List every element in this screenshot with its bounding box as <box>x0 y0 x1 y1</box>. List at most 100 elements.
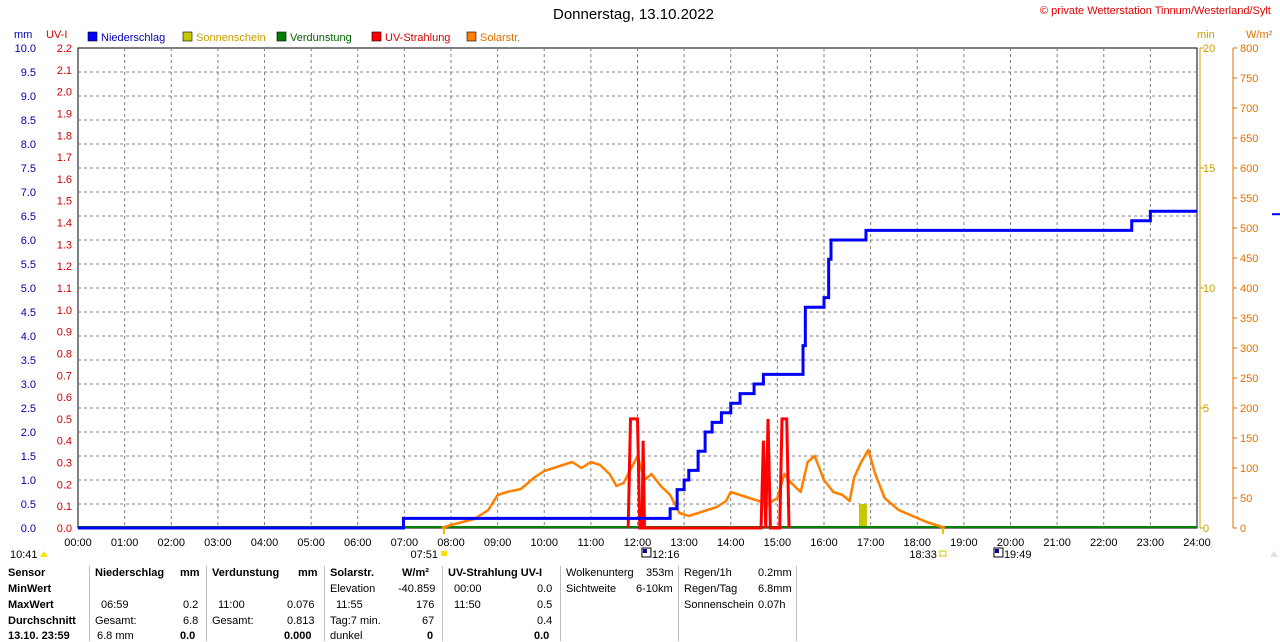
wm2-axis-label: W/m² <box>1246 29 1273 41</box>
row-label-minwert: MinWert <box>8 583 52 595</box>
mm-tick-label: 9.0 <box>21 91 36 103</box>
uv-tick-label: 2.2 <box>57 43 72 55</box>
uv-title: UV-Strahlung UV-I <box>448 567 543 579</box>
mm-tick-label: 3.5 <box>21 355 36 367</box>
wm2-tick-label: 300 <box>1240 343 1258 355</box>
row-label-durchschnitt: Durchschnitt <box>8 615 76 627</box>
mm-axis-label: mm <box>14 29 32 41</box>
verdunstung-max-time: 11:00 <box>218 599 245 611</box>
x-tick-label: 19:00 <box>950 537 978 549</box>
mm-tick-label: 0.0 <box>21 523 36 535</box>
legend-label: Solarstr. <box>480 32 520 44</box>
legend-swatch <box>371 31 382 42</box>
x-tick-label: 23:00 <box>1137 537 1165 549</box>
x-tick-label: 24:00 <box>1183 537 1211 549</box>
wm2-tick-label: 350 <box>1240 313 1258 325</box>
wm2-tick-label: 800 <box>1240 43 1258 55</box>
solar-dunkel: 0 <box>427 630 434 642</box>
uv-max: 0.5 <box>537 599 553 611</box>
verdunstung-unit: mm <box>298 567 318 579</box>
legend-label: Niederschlag <box>101 32 165 44</box>
x-tick-label: 18:00 <box>903 537 931 549</box>
min-tick-label: 10 <box>1203 283 1215 295</box>
uv-tick-label: 0.9 <box>57 327 72 339</box>
x-tick-label: 09:00 <box>484 537 512 549</box>
wm2-tick-label: 650 <box>1240 133 1258 145</box>
uv-tick-label: 0.4 <box>57 436 72 448</box>
uv-tick-label: 1.3 <box>57 239 72 251</box>
legend-label: Verdunstung <box>290 32 352 44</box>
chart-title: Donnerstag, 13.10.2022 <box>553 6 714 23</box>
x-tick-label: 12:00 <box>624 537 652 549</box>
sonnenschein-value: 0.07h <box>758 599 786 611</box>
niederschlag-last2: 0.0 <box>180 630 196 642</box>
sunset-time: 18:33 <box>909 549 937 561</box>
uv-avg: 0.4 <box>537 615 553 627</box>
uv-tick-label: 1.9 <box>57 108 72 120</box>
sonnenschein-label: Sonnenschein <box>684 599 754 611</box>
uv-tick-label: 1.6 <box>57 174 72 186</box>
mm-tick-label: 8.0 <box>21 139 36 151</box>
uv-min: 0.0 <box>537 583 553 595</box>
uv-tick-label: 0.0 <box>57 523 72 535</box>
mm-tick-label: 1.5 <box>21 451 36 463</box>
solar-elev: -40.859 <box>398 583 436 595</box>
legend-label: UV-Strahlung <box>385 32 450 44</box>
wm2-tick-label: 700 <box>1240 103 1258 115</box>
solar-dunkel-label: dunkel <box>330 630 363 642</box>
credit-text: © private Wetterstation Tinnum/Westerlan… <box>1040 5 1271 17</box>
wolken-label: Wolkenunterg <box>566 567 634 579</box>
niederschlag-unit: mm <box>180 567 200 579</box>
solar-line <box>441 448 946 530</box>
min-tick-label: 0 <box>1203 523 1209 535</box>
uv-tick-label: 1.2 <box>57 261 72 273</box>
x-tick-label: 08:00 <box>437 537 465 549</box>
regen-tag-value: 6.8mm <box>758 583 792 595</box>
niederschlag-max-time: 06:59 <box>101 599 129 611</box>
uv-tick-label: 0.8 <box>57 348 72 360</box>
mm-tick-label: 8.5 <box>21 115 36 127</box>
uv-line <box>626 417 791 530</box>
sunrise-icon <box>441 551 448 556</box>
min-axis-label: min <box>1197 29 1215 41</box>
x-tick-label: 00:00 <box>64 537 92 549</box>
uv-tick-label: 0.5 <box>57 414 72 426</box>
sunset-icon <box>939 550 947 557</box>
noon-icon-mark <box>642 549 647 553</box>
wm2-tick-label: 250 <box>1240 373 1258 385</box>
x-tick-label: 15:00 <box>764 537 792 549</box>
x-tick-label: 05:00 <box>297 537 325 549</box>
uv-tick-label: 1.8 <box>57 130 72 142</box>
sunshine-bar <box>858 504 867 528</box>
min-tick-label: 5 <box>1203 403 1209 415</box>
solar-elev-label: Elevation <box>330 583 376 595</box>
x-tick-label: 22:00 <box>1090 537 1118 549</box>
sunrise-time: 07:51 <box>410 549 438 561</box>
niederschlag-title: Niederschlag <box>95 567 165 579</box>
uv-max-time: 11:50 <box>454 599 481 611</box>
wm2-tick-label: 400 <box>1240 283 1258 295</box>
moon-icon-mark <box>994 549 999 553</box>
wm2-tick-label: 100 <box>1240 463 1258 475</box>
solar-title: Solarstr. <box>330 567 375 579</box>
legend-swatch <box>466 31 477 42</box>
min-tick-label: 20 <box>1203 43 1215 55</box>
row-label-last: 13.10. 23:59 <box>8 630 70 642</box>
x-tick-label: 11:00 <box>578 537 605 549</box>
sicht-value: 6-10km <box>636 583 673 595</box>
regen-1h-value: 0.2mm <box>758 567 792 579</box>
wm2-tick-label: 50 <box>1240 493 1252 505</box>
mm-tick-label: 6.5 <box>21 211 36 223</box>
mm-tick-label: 7.0 <box>21 187 36 199</box>
x-tick-label: 21:00 <box>1043 537 1071 549</box>
regen-1h-label: Regen/1h <box>684 567 732 579</box>
weather-chart: mm 0.0 0.5 1.0 1.5 2.0 2.5 3.0 3.5 4.0 4.5 5.0 5.5 6.… <box>10 29 1280 561</box>
uv-min-time: 00:00 <box>454 583 482 595</box>
mm-tick-label: 1.0 <box>21 475 36 487</box>
solar-max-time: 11:55 <box>336 599 363 611</box>
right-marker-icon <box>1270 551 1278 557</box>
verdunstung-max: 0.076 <box>287 599 315 611</box>
left-marker-icon <box>40 551 48 557</box>
niederschlag-gesamt-label: Gesamt: <box>95 615 137 627</box>
legend-swatch <box>87 31 98 42</box>
